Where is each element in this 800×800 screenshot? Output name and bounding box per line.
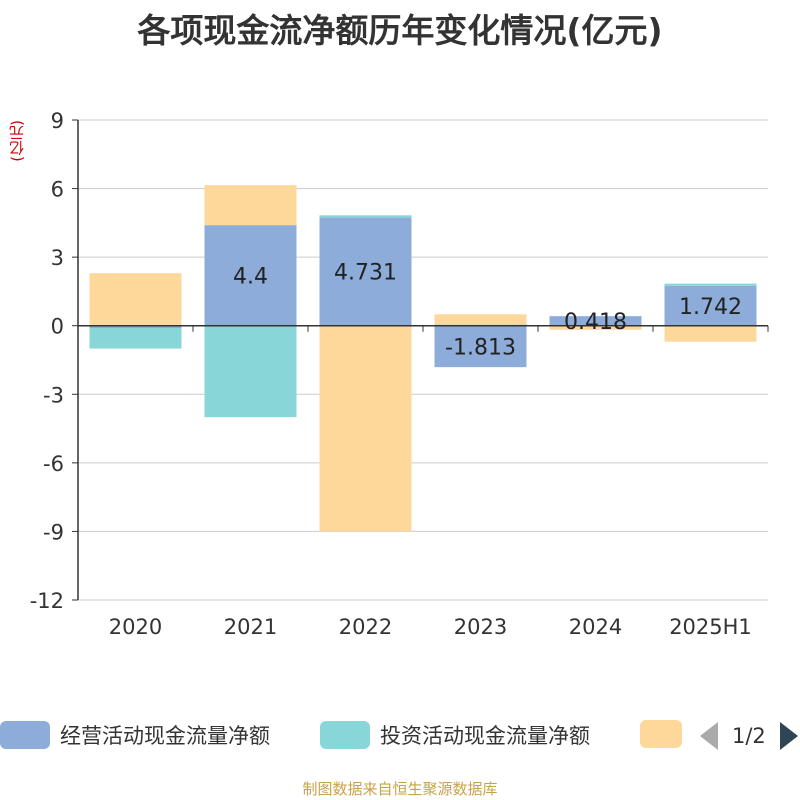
x-category-label: 2024 xyxy=(569,615,622,639)
bar-segment xyxy=(319,215,412,218)
legend-label-investing: 投资活动现金流量净额 xyxy=(380,724,590,748)
data-label: -1.813 xyxy=(445,335,516,360)
bar-segment xyxy=(204,185,297,226)
bar-segment xyxy=(664,285,757,326)
bar-segment xyxy=(204,225,297,326)
data-label: 0.418 xyxy=(564,310,627,335)
bar-segment xyxy=(664,283,757,286)
bar-segment xyxy=(89,328,182,349)
bar-segment xyxy=(549,325,642,330)
y-tick-label: 9 xyxy=(51,109,64,133)
legend-swatch-operating xyxy=(0,721,50,749)
legend-item-investing[interactable]: 投资活动现金流量净额 xyxy=(320,720,590,750)
bar-segment xyxy=(434,325,527,368)
x-category-label: 2023 xyxy=(454,615,507,639)
legend-swatch-investing xyxy=(320,721,370,749)
y-tick-label: -12 xyxy=(30,589,64,613)
data-label: 1.742 xyxy=(679,295,742,320)
x-category-label: 2020 xyxy=(109,615,162,639)
y-tick-label: 3 xyxy=(51,246,64,270)
bar-segment xyxy=(89,325,182,328)
legend-label-operating: 经营活动现金流量净额 xyxy=(60,724,270,748)
y-tick-label: -9 xyxy=(43,520,64,544)
pager-next-icon[interactable] xyxy=(779,722,798,750)
bar-segment xyxy=(204,325,297,418)
pager-prev-icon[interactable] xyxy=(700,722,718,750)
legend: 经营活动现金流量净额 投资活动现金流量净额 1/2 xyxy=(0,716,800,756)
bar-segment xyxy=(319,325,412,532)
legend-swatch-third xyxy=(640,720,682,748)
legend-item-third[interactable] xyxy=(640,720,692,748)
x-category-label: 2022 xyxy=(339,615,392,639)
pager-page-indicator: 1/2 xyxy=(732,724,766,748)
bar-segment xyxy=(549,316,642,326)
legend-item-operating[interactable]: 经营活动现金流量净额 xyxy=(0,720,270,750)
x-category-label: 2021 xyxy=(224,615,277,639)
y-tick-label: -6 xyxy=(43,452,64,476)
x-category-label: 2025H1 xyxy=(669,615,752,639)
bar-segment xyxy=(664,325,757,342)
source-note: 制图数据来自恒生聚源数据库 xyxy=(302,780,498,798)
chart-title: 各项现金流净额历年变化情况(亿元) xyxy=(137,11,663,50)
bar-segment xyxy=(319,217,412,326)
data-label: 4.731 xyxy=(334,261,397,286)
data-label: 4.4 xyxy=(233,264,268,289)
bar-segment xyxy=(434,314,527,325)
y-tick-label: 6 xyxy=(51,178,64,202)
y-tick-label: 0 xyxy=(51,315,64,339)
legend-pager: 1/2 xyxy=(700,722,798,750)
y-tick-label: -3 xyxy=(43,383,64,407)
bar-segment xyxy=(89,273,182,326)
